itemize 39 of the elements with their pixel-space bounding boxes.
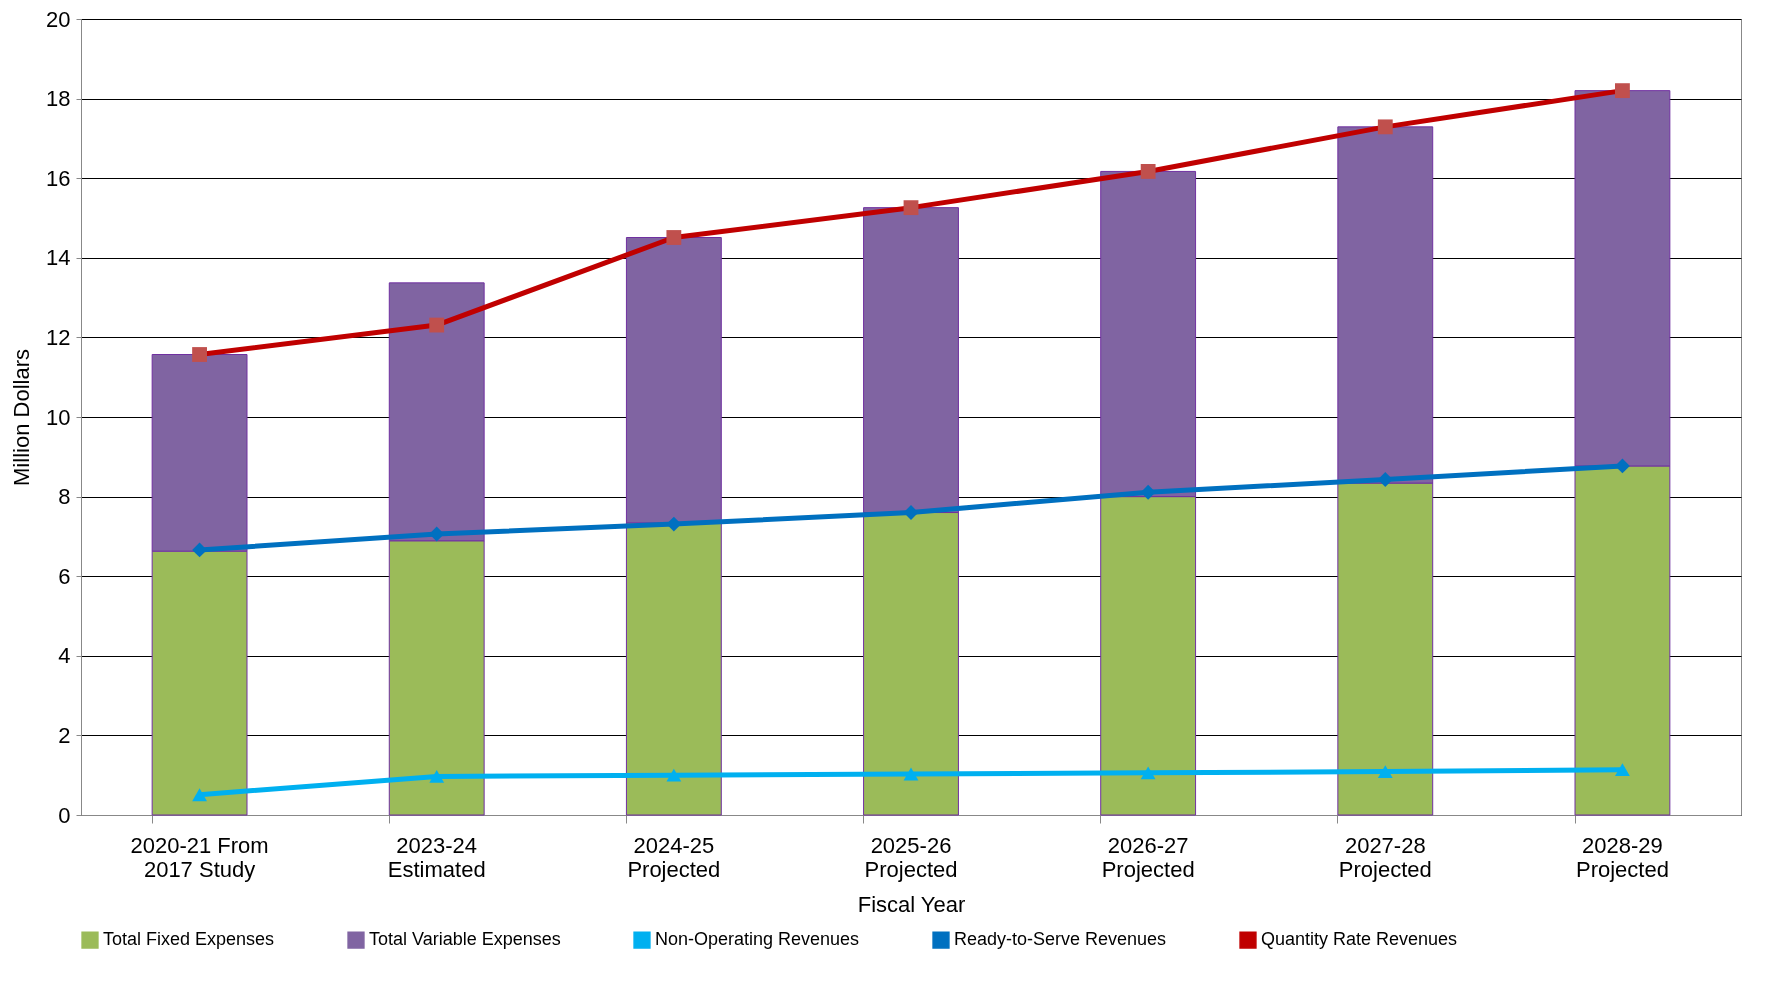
legend-label: Quantity Rate Revenues — [1261, 929, 1458, 950]
y-tick-label: 2 — [58, 722, 71, 748]
y-axis-title: Million Dollars — [9, 349, 35, 486]
point — [192, 542, 207, 558]
point — [1615, 763, 1630, 777]
y-tick-label: 4 — [58, 643, 71, 669]
y-tick-label: 16 — [46, 165, 71, 191]
x-tick-label: 2023-24 Estimated — [387, 832, 486, 882]
x-tick-label: 2026-27 Projected — [1101, 832, 1195, 882]
point — [666, 768, 682, 782]
point — [903, 767, 919, 781]
legend-label: Non-Operating Revenues — [655, 929, 860, 950]
legend-label: Total Variable Expenses — [369, 929, 561, 950]
y-tick-label: 12 — [46, 324, 71, 350]
y-tick-label: 18 — [46, 86, 71, 112]
legend-label: Ready-to-Serve Revenues — [954, 929, 1167, 950]
point — [1140, 766, 1156, 780]
point — [1140, 484, 1156, 500]
x-tick-label: 2027-28 Projected — [1338, 832, 1432, 882]
legend-label: Total Fixed Expenses — [103, 929, 275, 950]
x-axis-title: Fiscal Year — [857, 891, 966, 917]
y-tick-label: 0 — [58, 802, 71, 828]
y-tick-label: 6 — [58, 563, 71, 589]
y-tick-label: 10 — [46, 404, 71, 430]
y-tick-label: 8 — [58, 484, 71, 510]
point — [192, 788, 207, 802]
bar — [625, 237, 722, 524]
bar — [625, 522, 722, 816]
point — [1377, 472, 1393, 487]
x-tick-label: 2020-21 From 2017 Study — [130, 832, 269, 882]
x-tick-label: 2028-29 Projected — [1575, 832, 1669, 882]
point — [1377, 765, 1393, 779]
point — [666, 516, 682, 532]
x-tick-label: 2024-25 Projected — [627, 832, 721, 882]
x-tick-label: 2025-26 Projected — [864, 832, 958, 882]
y-tick-label: 20 — [46, 6, 71, 32]
point — [1615, 458, 1630, 474]
y-tick-label: 14 — [46, 245, 71, 271]
point — [429, 769, 445, 783]
